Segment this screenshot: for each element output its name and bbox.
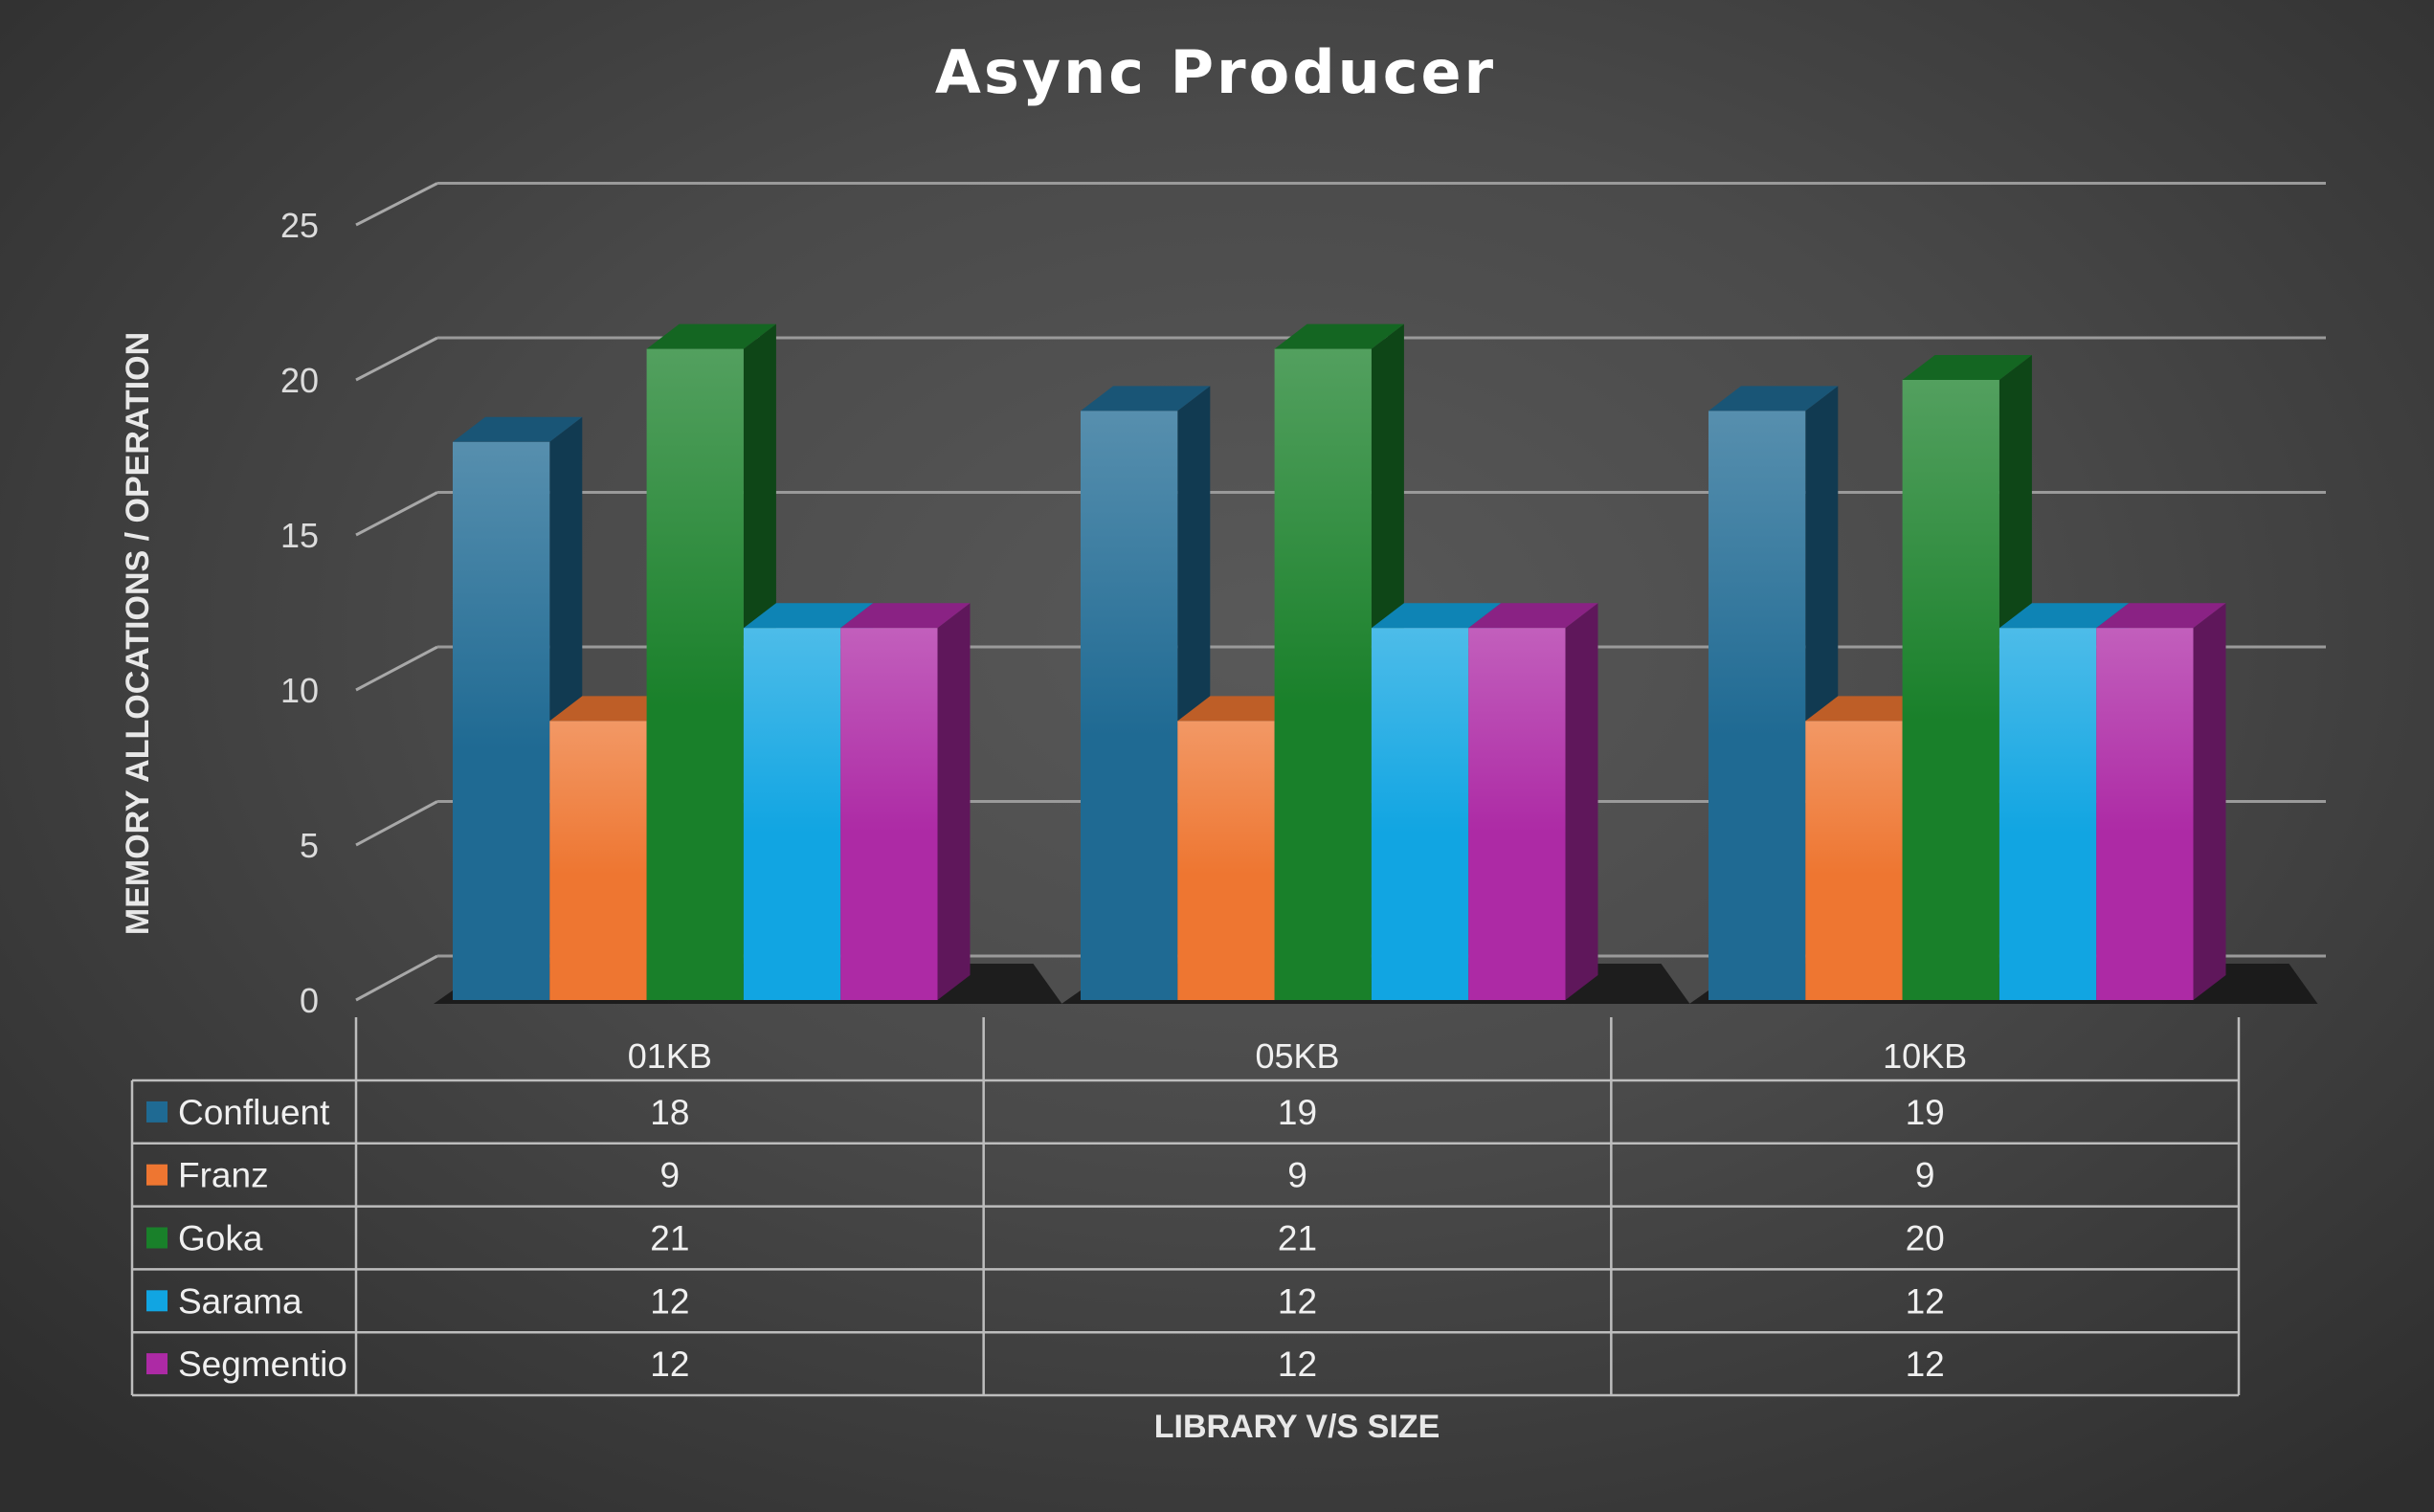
side-gridline [355,954,438,1002]
bar-front [1708,411,1806,1000]
y-tick-label: 15 [280,516,319,555]
y-tick-label: 5 [300,826,319,865]
legend-entry: Sarama [178,1281,302,1321]
bar-top [1371,603,1502,629]
data-label: 18 [650,1093,689,1132]
bar-side [1565,603,1598,1000]
y-tick-label: 0 [300,981,319,1020]
bar-top [453,416,583,442]
y-tick-label: 10 [280,671,319,710]
legend-entry: Franz [178,1156,269,1195]
data-label: 9 [1915,1156,1935,1195]
bar-front [743,628,841,1000]
bar-front [1081,411,1178,1000]
bar-front [1371,628,1469,1000]
data-label: 19 [1278,1093,1317,1132]
bar-front [2096,628,2194,1000]
data-label: 21 [650,1219,689,1258]
bar-top [743,603,874,629]
y-tick-labels: 0 5 10 15 20 25 [280,206,319,1020]
data-label: 12 [1906,1345,1945,1384]
data-label: 12 [650,1345,689,1384]
data-label: 12 [1906,1281,1945,1321]
data-label: 20 [1906,1219,1945,1258]
bar-top [1708,386,1839,411]
bar-front [549,721,647,1000]
bar-top [1081,386,1211,411]
bar-top [2096,603,2226,629]
bar-side [2193,603,2226,1000]
side-gridline [355,491,438,537]
data-label: 12 [650,1281,689,1321]
bar-front [1902,380,1999,1000]
side-gridline [355,182,438,227]
legend-entry: Goka [178,1219,263,1258]
bars [453,323,2226,1001]
data-label: 12 [1278,1345,1317,1384]
side-gridline [355,336,438,382]
bar-front [453,441,550,1000]
x-tick-label: 01KB [628,1036,712,1076]
bar-front [1177,721,1275,1000]
chart-title: Async Producer [935,37,1496,107]
bar-top [1468,603,1598,629]
bar-top [1274,323,1404,349]
side-gridline [355,800,438,847]
data-table: 01KB 05KB 10KB Confluent 18 19 19 Franz 9 9 9 Goka 2… [130,1017,2241,1397]
legend-entry: Segmentio [178,1345,347,1384]
data-label: 19 [1906,1093,1945,1132]
bar-front [1805,721,1903,1000]
x-tick-label: 05KB [1255,1036,1339,1076]
data-label: 21 [1278,1219,1317,1258]
data-label: 12 [1278,1281,1317,1321]
legend-swatch [146,1164,167,1186]
bar-front [1468,628,1566,1000]
data-label: 9 [660,1156,681,1195]
x-tick-label: 10KB [1883,1036,1967,1076]
bar-top [840,603,971,629]
data-label: 9 [1287,1156,1307,1195]
bar-top [1999,603,2130,629]
side-gridline [355,645,438,692]
y-tick-label: 20 [280,361,319,400]
bar-top [646,323,776,349]
legend-swatch [146,1101,167,1123]
legend-swatch [146,1353,167,1375]
legend-swatch [146,1227,167,1249]
bar [1468,603,1598,1000]
bar [2096,603,2226,1000]
bar-top [1902,355,2032,380]
bar-front [840,628,938,1000]
y-axis-label: MEMORY ALLOCATIONS / OPERATION [120,332,156,935]
bar-side [937,603,971,1000]
x-axis-label: LIBRARY V/S SIZE [1154,1409,1440,1445]
bar-front [1274,348,1372,1001]
legend-swatch [146,1290,167,1312]
bar [840,603,971,1000]
bar-front [646,348,744,1001]
legend-entry: Confluent [178,1093,330,1132]
y-tick-label: 25 [280,206,319,245]
bar-front [1999,628,2097,1000]
